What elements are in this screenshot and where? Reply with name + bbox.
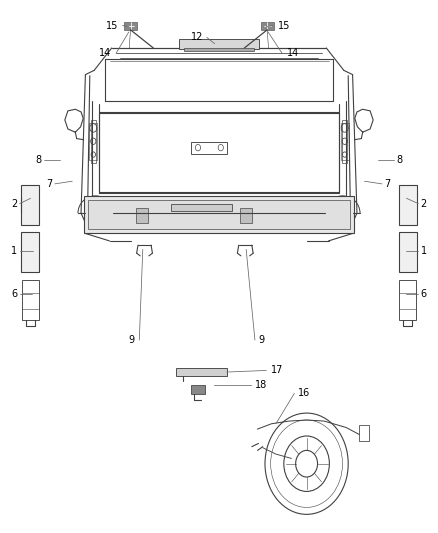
Text: 6: 6: [11, 289, 18, 299]
Bar: [171, 204, 232, 211]
Text: 7: 7: [385, 179, 391, 189]
Bar: [99, 113, 339, 192]
Bar: [88, 200, 350, 229]
Bar: [341, 123, 349, 160]
Bar: [89, 123, 97, 160]
Text: 6: 6: [420, 289, 427, 299]
Text: 9: 9: [258, 335, 265, 345]
Text: 9: 9: [129, 335, 135, 345]
Text: 8: 8: [396, 155, 403, 165]
Text: 15: 15: [278, 21, 290, 30]
Bar: [91, 120, 96, 163]
Text: 18: 18: [255, 380, 267, 390]
Bar: [342, 120, 347, 163]
Bar: [21, 232, 39, 272]
Bar: [21, 185, 39, 225]
Text: 2: 2: [420, 199, 427, 208]
Text: 12: 12: [191, 33, 204, 42]
Bar: [179, 39, 259, 49]
Text: 2: 2: [11, 199, 18, 208]
Bar: [22, 280, 39, 320]
Bar: [399, 232, 417, 272]
Bar: [191, 142, 227, 154]
Bar: [84, 196, 354, 233]
Bar: [136, 208, 148, 223]
Bar: [240, 208, 252, 223]
Text: 16: 16: [298, 389, 310, 398]
Bar: [124, 22, 137, 30]
Bar: [399, 185, 417, 225]
Text: 8: 8: [35, 155, 42, 165]
Bar: [176, 368, 227, 376]
Text: 15: 15: [106, 21, 118, 30]
Bar: [359, 425, 369, 441]
Text: 1: 1: [420, 246, 427, 255]
Text: 1: 1: [11, 246, 18, 255]
Bar: [399, 280, 416, 320]
Bar: [261, 22, 274, 30]
Text: 7: 7: [46, 179, 53, 189]
Text: 14: 14: [287, 49, 299, 58]
Text: 14: 14: [99, 49, 112, 58]
Bar: [184, 48, 254, 51]
Text: 17: 17: [271, 366, 283, 375]
Bar: [191, 385, 205, 394]
